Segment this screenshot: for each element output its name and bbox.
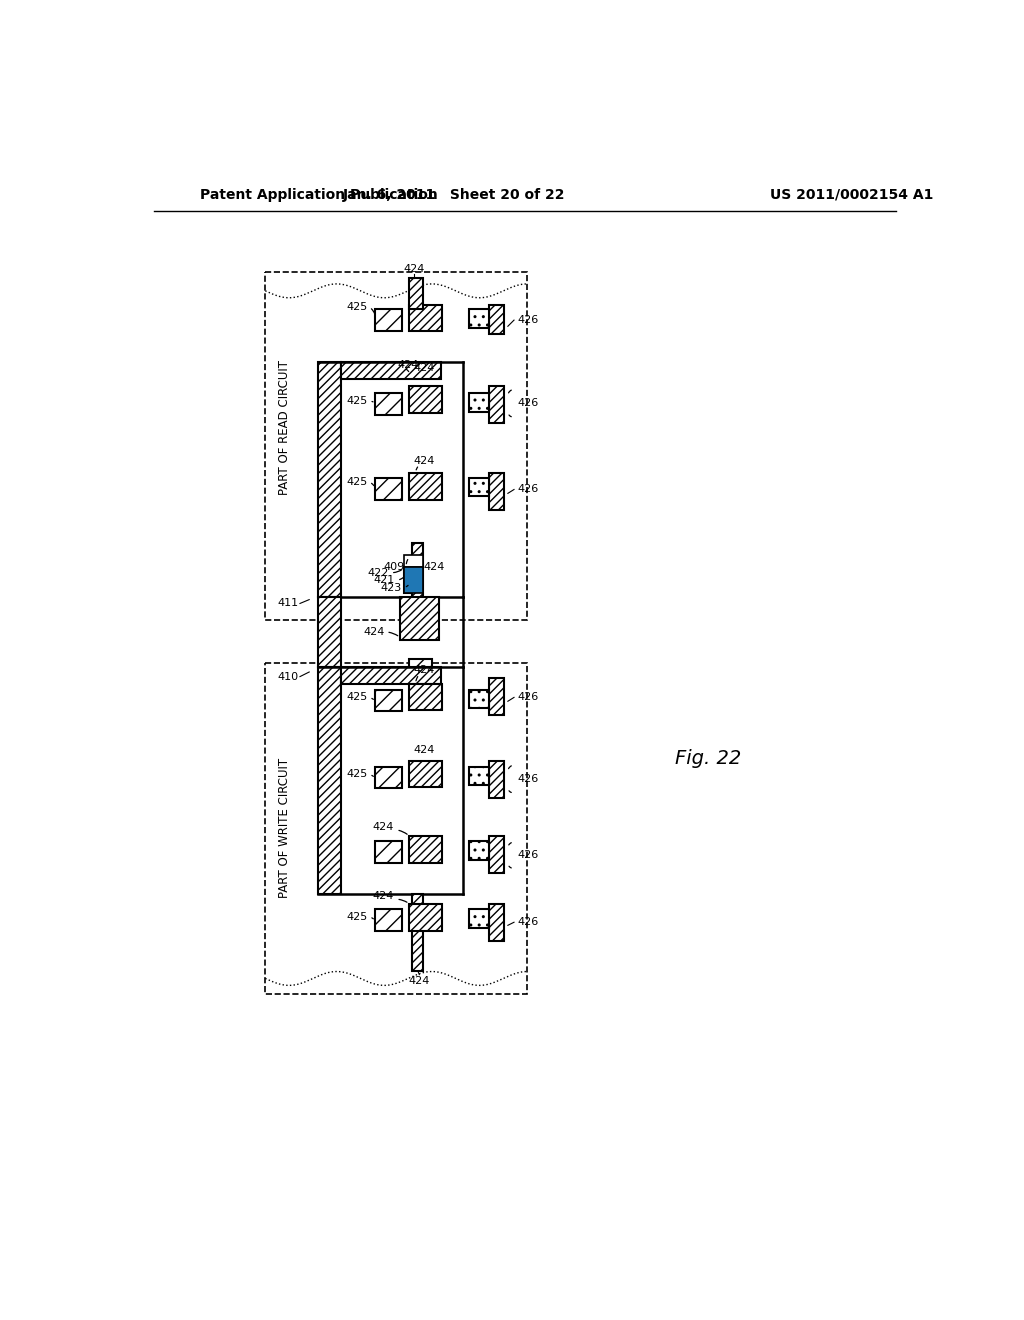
Text: 424: 424: [413, 665, 434, 676]
Bar: [376, 309, 402, 331]
Text: 424: 424: [397, 360, 419, 370]
Bar: [410, 760, 441, 788]
Bar: [469, 689, 488, 708]
Text: 425: 425: [346, 396, 368, 407]
Bar: [376, 909, 402, 931]
Bar: [488, 678, 504, 715]
Text: 422: 422: [368, 568, 388, 578]
Text: 425: 425: [346, 770, 368, 779]
Bar: [469, 478, 488, 496]
Text: 424: 424: [413, 744, 434, 755]
Bar: [376, 841, 402, 863]
Bar: [410, 473, 441, 499]
Bar: [317, 667, 341, 894]
Text: Patent Application Publication: Patent Application Publication: [200, 187, 437, 202]
Text: 424: 424: [413, 455, 434, 466]
Text: 424: 424: [423, 561, 444, 572]
Text: 424: 424: [373, 891, 394, 902]
Bar: [469, 767, 488, 785]
Bar: [410, 659, 432, 682]
Bar: [376, 767, 402, 788]
Bar: [469, 841, 488, 859]
Text: 424: 424: [413, 363, 434, 372]
Text: PART OF READ CIRCUIT: PART OF READ CIRCUIT: [279, 360, 291, 495]
Bar: [488, 473, 504, 510]
Text: Jan. 6, 2011   Sheet 20 of 22: Jan. 6, 2011 Sheet 20 of 22: [343, 187, 565, 202]
Bar: [469, 909, 488, 928]
Text: 410: 410: [278, 672, 298, 681]
Text: 424: 424: [403, 264, 425, 273]
Text: 424: 424: [373, 822, 394, 832]
Bar: [410, 836, 441, 863]
Text: 425: 425: [346, 477, 368, 487]
Text: US 2011/0002154 A1: US 2011/0002154 A1: [770, 187, 933, 202]
Text: 421: 421: [374, 576, 394, 585]
Bar: [412, 544, 423, 612]
Text: 425: 425: [346, 912, 368, 921]
Bar: [403, 554, 423, 566]
Bar: [317, 363, 341, 597]
Text: 426: 426: [517, 315, 539, 325]
Text: 411: 411: [278, 598, 298, 609]
Bar: [403, 566, 418, 594]
Bar: [410, 684, 441, 710]
Bar: [376, 393, 402, 414]
Text: 426: 426: [517, 399, 539, 408]
Bar: [488, 305, 504, 334]
Text: Fig. 22: Fig. 22: [675, 750, 741, 768]
Text: 426: 426: [517, 917, 539, 927]
Bar: [412, 894, 423, 970]
Text: PART OF WRITE CIRCUIT: PART OF WRITE CIRCUIT: [279, 758, 291, 899]
Bar: [410, 385, 441, 413]
Bar: [317, 597, 341, 667]
Text: 425: 425: [346, 693, 368, 702]
Bar: [376, 478, 402, 499]
Bar: [265, 663, 527, 994]
Bar: [410, 904, 441, 931]
Text: 409: 409: [383, 561, 404, 572]
Bar: [410, 305, 441, 331]
Bar: [403, 566, 423, 594]
Bar: [265, 272, 527, 620]
Text: 425: 425: [346, 302, 368, 312]
Bar: [341, 667, 441, 684]
Bar: [469, 393, 488, 412]
Text: 426: 426: [517, 693, 539, 702]
Bar: [469, 309, 488, 327]
Bar: [488, 836, 504, 873]
Text: 423: 423: [380, 583, 401, 593]
Text: 426: 426: [517, 484, 539, 495]
Bar: [488, 904, 504, 941]
Bar: [376, 689, 402, 711]
Bar: [410, 277, 423, 309]
Text: 426: 426: [517, 774, 539, 784]
Bar: [488, 385, 504, 422]
Text: 424: 424: [364, 627, 385, 638]
Bar: [488, 760, 504, 797]
Text: 426: 426: [517, 850, 539, 861]
Bar: [341, 363, 441, 379]
Text: 424: 424: [409, 975, 430, 986]
Bar: [400, 597, 438, 640]
